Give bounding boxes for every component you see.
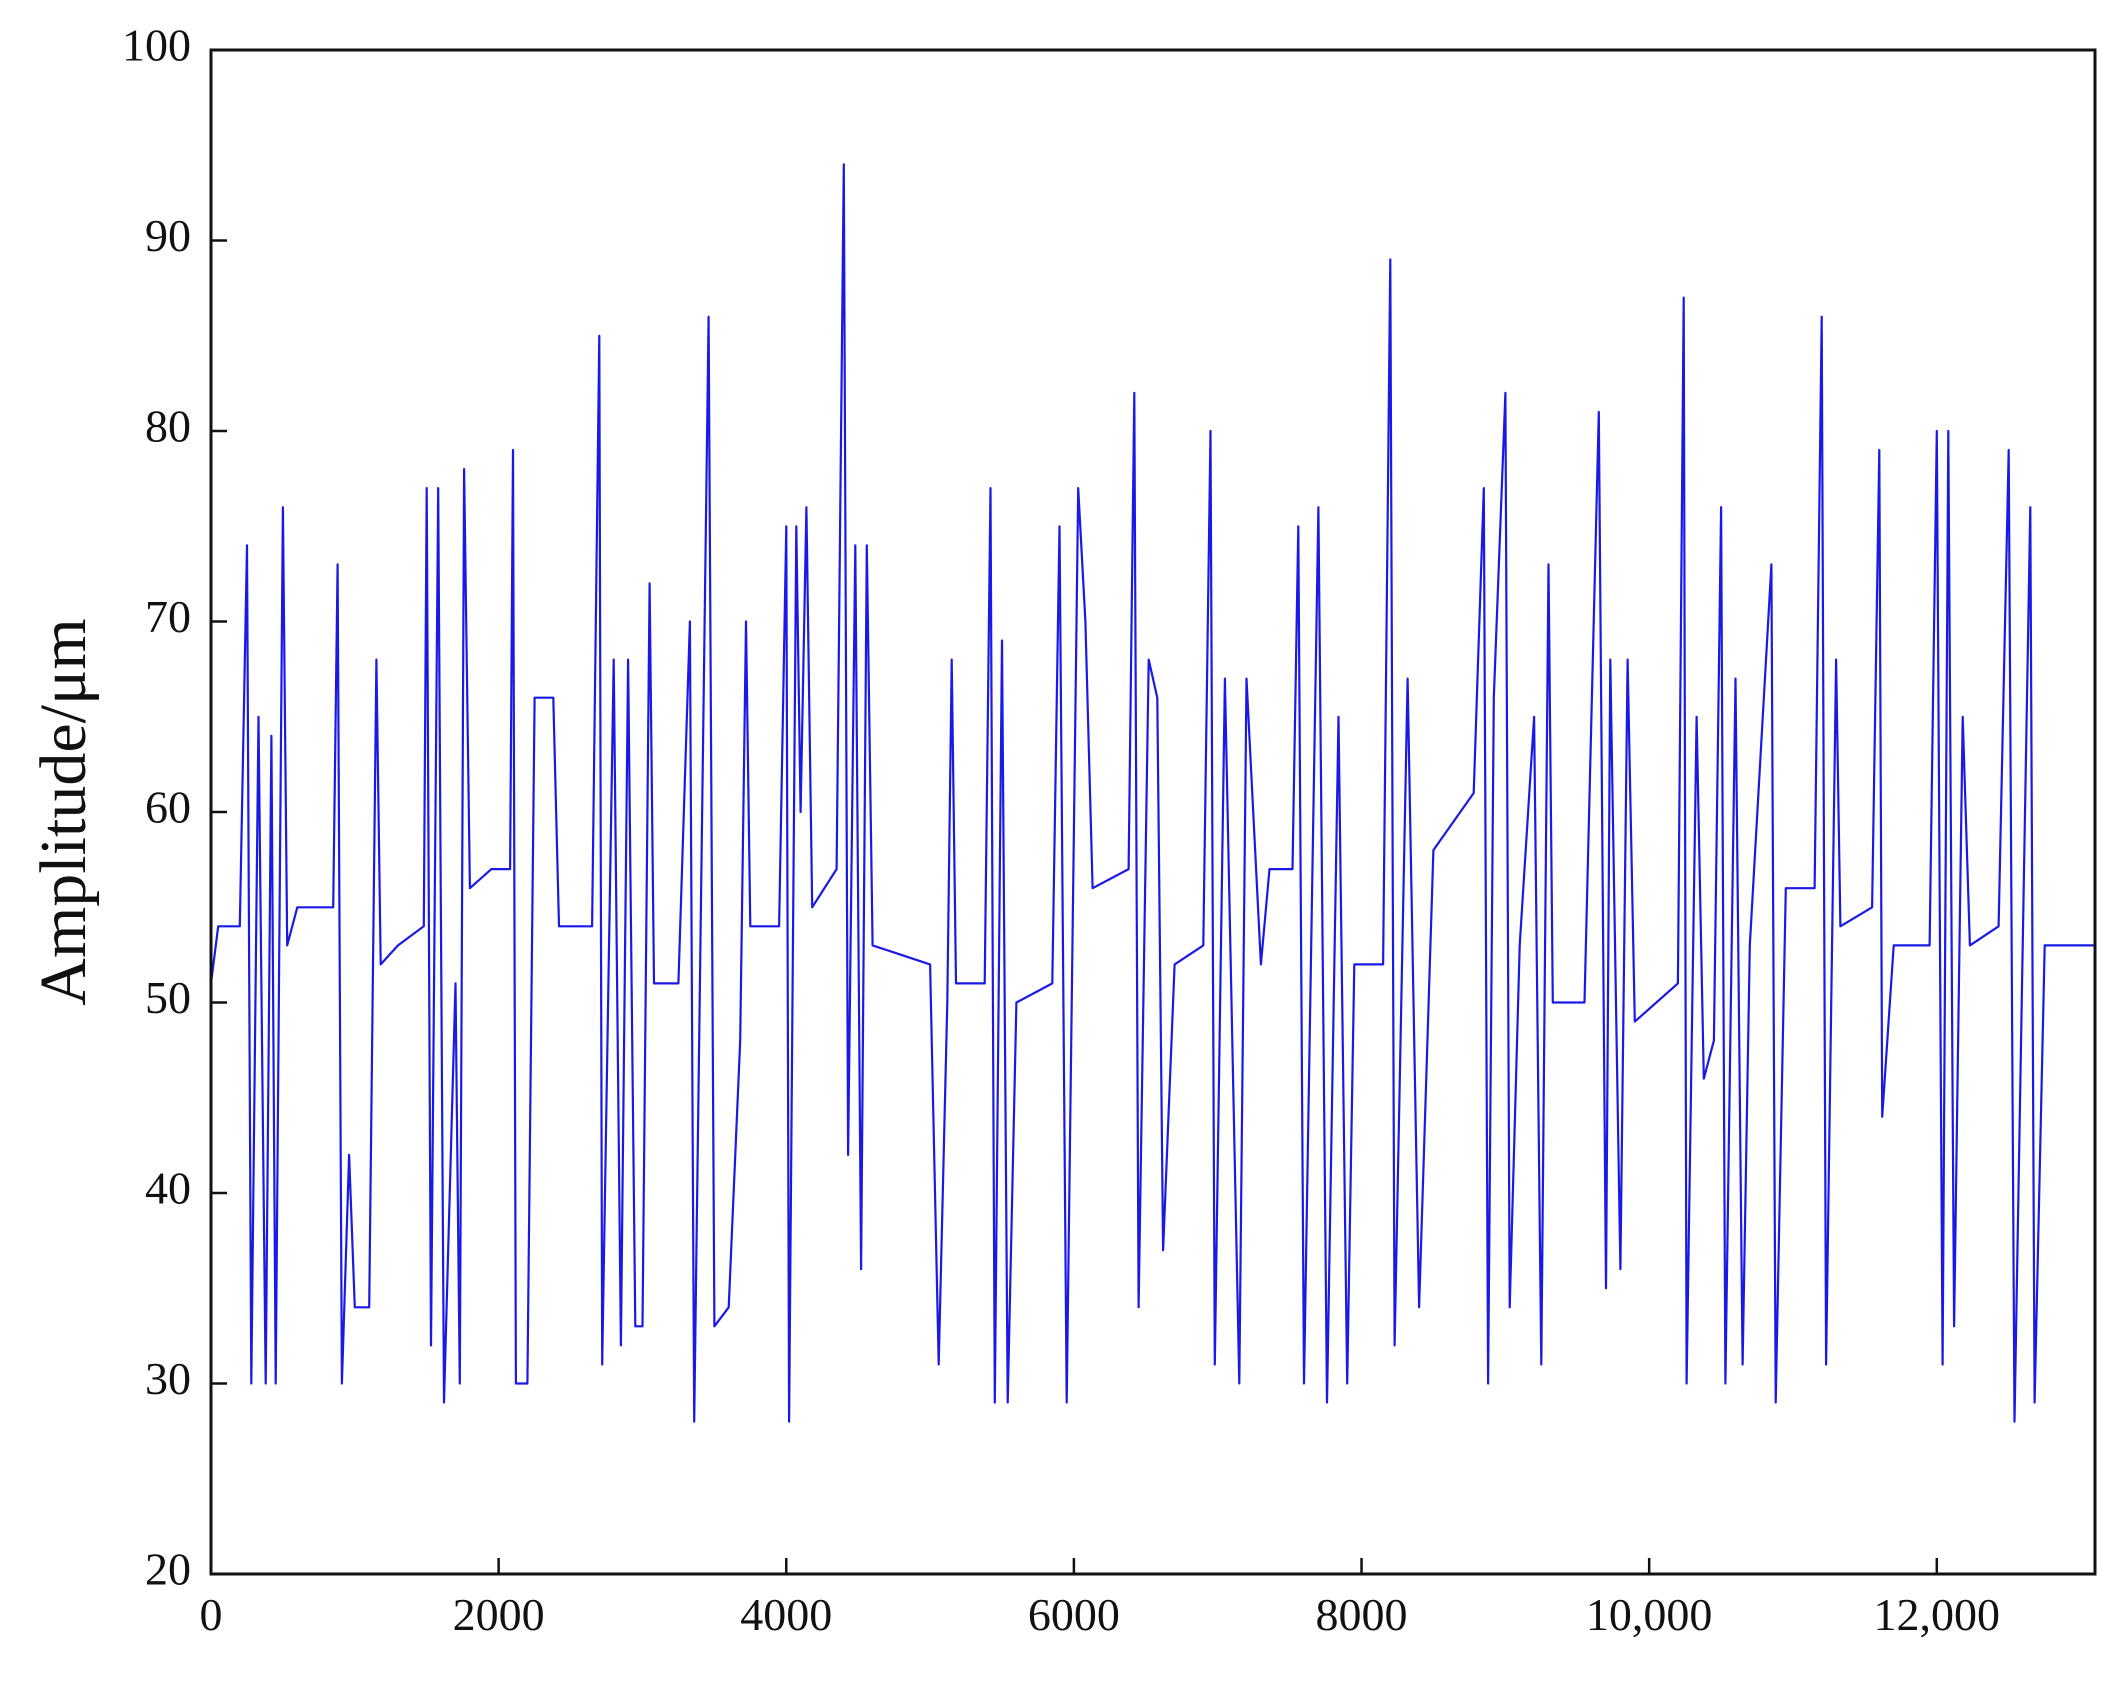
y-axis-label: Amplitude/μm bbox=[27, 618, 100, 1005]
y-tick-label: 60 bbox=[145, 782, 191, 833]
y-tick-label: 70 bbox=[145, 591, 191, 642]
signal-line bbox=[209, 163, 2095, 1423]
x-tick-label: 8000 bbox=[1316, 1589, 1408, 1640]
x-tick-label: 10,000 bbox=[1586, 1589, 1713, 1640]
y-tick-label: 80 bbox=[145, 401, 191, 452]
y-tick-label: 50 bbox=[145, 972, 191, 1023]
y-tick-label: 20 bbox=[145, 1544, 191, 1595]
plot-frame bbox=[209, 48, 2097, 1576]
x-tick-label: 4000 bbox=[740, 1589, 832, 1640]
y-tick-label: 30 bbox=[145, 1353, 191, 1404]
x-tick-label: 12,000 bbox=[1874, 1589, 2001, 1640]
x-tick-label: 6000 bbox=[1028, 1589, 1120, 1640]
x-tick-label: 0 bbox=[200, 1589, 223, 1640]
y-tick-label: 100 bbox=[122, 20, 191, 71]
x-tick-label: 2000 bbox=[453, 1589, 545, 1640]
y-tick-label: 40 bbox=[145, 1163, 191, 1214]
y-tick-label: 90 bbox=[145, 210, 191, 261]
